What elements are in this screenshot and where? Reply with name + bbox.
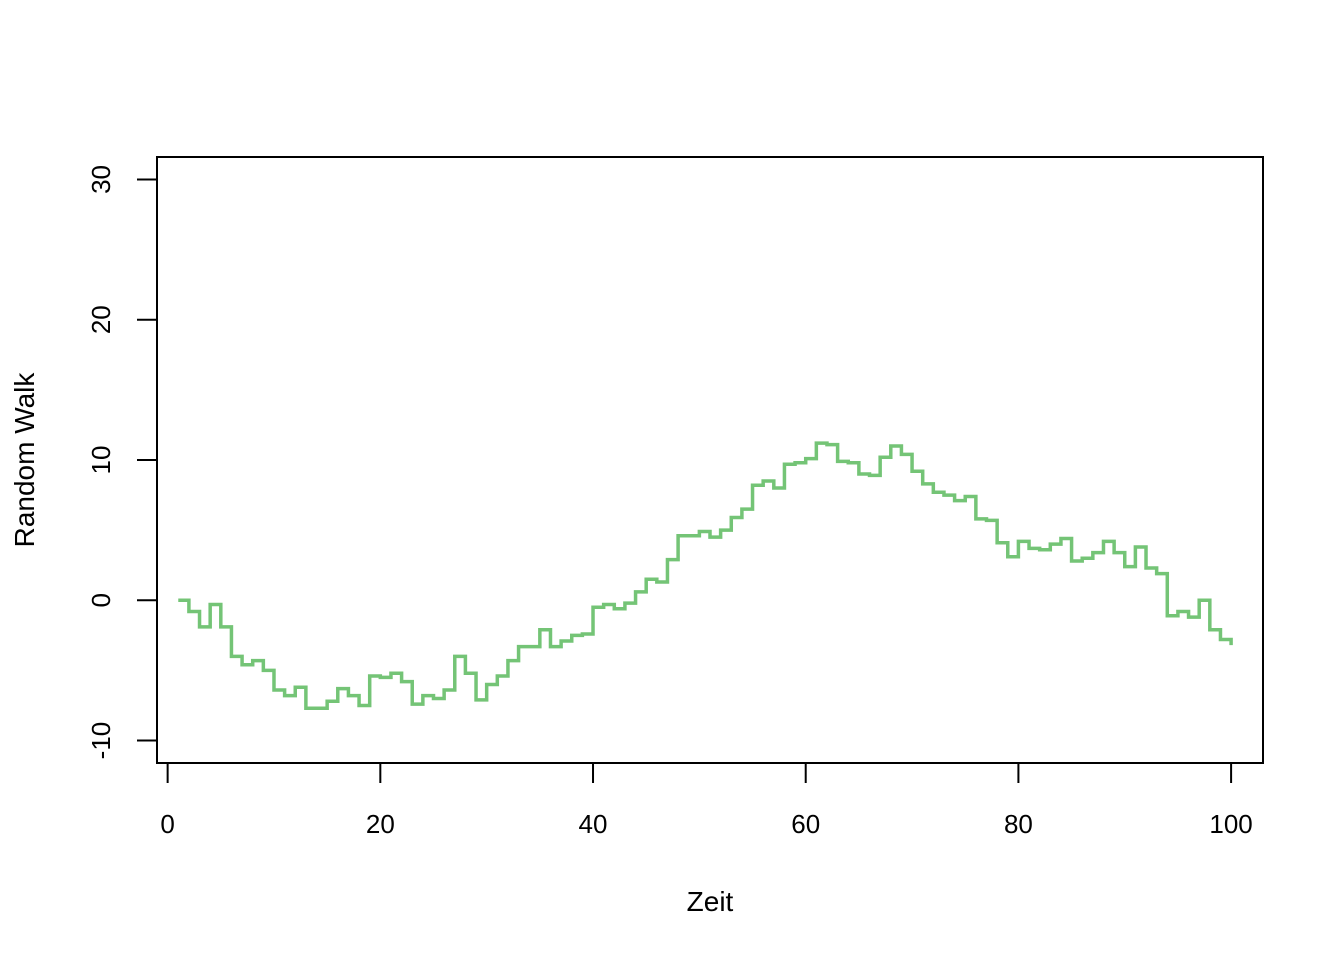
x-axis: 0 20 40 60 80 100	[160, 762, 1253, 839]
x-tick-label: 100	[1209, 809, 1252, 839]
x-tick-label: 0	[160, 809, 174, 839]
x-axis-title: Zeit	[687, 886, 734, 917]
random-walk-line	[178, 441, 1233, 711]
y-axis-title: Random Walk	[9, 372, 40, 548]
y-tick-label: 20	[86, 305, 116, 334]
y-tick-label: 30	[86, 165, 116, 194]
x-tick-label: 40	[579, 809, 608, 839]
x-tick-label: 80	[1004, 809, 1033, 839]
x-tick-label: 60	[791, 809, 820, 839]
y-tick-label: -10	[86, 722, 116, 760]
y-tick-label: 0	[86, 593, 116, 607]
x-tick-label: 20	[366, 809, 395, 839]
y-axis: -10 0 10 20 30	[86, 165, 158, 760]
plot-frame	[156, 156, 1264, 764]
y-tick-label: 10	[86, 446, 116, 475]
